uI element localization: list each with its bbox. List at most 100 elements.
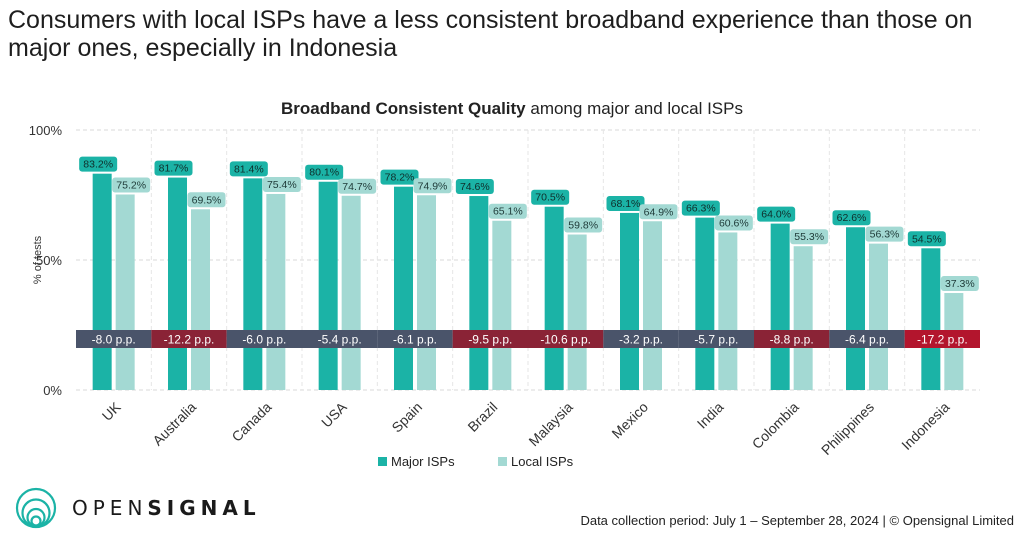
difference-cell [76,330,152,348]
data-label-major: 80.1% [309,167,339,179]
bar-major-isps [469,196,489,390]
bar-local-isps [266,193,286,390]
difference-cell [302,330,378,348]
bar-local-isps [567,234,587,390]
data-label-major-bg [832,210,871,226]
data-label-local-bg [338,178,377,194]
difference-label: -12.2 p.p. [164,333,215,347]
data-label-local-bg [112,177,151,193]
data-label-major-bg [154,160,193,176]
logo-word-bold: SIGNAL [147,496,261,520]
headline: Consumers with local ISPs have a less co… [8,6,973,62]
y-axis-label: % of tests [32,235,44,284]
bar-local-isps [793,246,813,390]
opensignal-rings-icon [15,487,57,529]
data-label-local: 74.9% [418,180,448,192]
y-tick-label: 50% [36,253,62,268]
bar-local-isps [115,194,135,390]
x-tick-label: Malaysia [525,399,576,450]
x-tick-label: Spain [388,399,425,436]
legend-swatch-major [378,457,387,466]
data-label-major-bg [681,200,720,216]
difference-cell [904,330,980,348]
data-label-local-bg [940,276,979,292]
difference-cell [754,330,830,348]
data-label-local-bg [714,215,753,231]
bar-major-isps [770,223,790,390]
bar-local-isps [492,220,512,390]
data-label-major-bg [531,189,570,205]
data-label-major-bg [380,169,419,185]
data-label-local: 69.5% [192,194,222,206]
data-label-major-bg [455,179,494,195]
data-label-major-bg [305,164,344,180]
bar-local-isps [718,232,738,390]
chart-title-bold: Broadband Consistent Quality [281,99,526,118]
x-tick-label: Philippines [818,399,877,458]
x-tick-label: Mexico [608,399,651,442]
logo-word-light: OPEN [72,496,148,520]
data-label-major: 83.2% [83,159,113,171]
difference-cell [452,330,528,348]
data-label-major-bg [757,206,796,222]
data-label-major: 54.5% [912,233,942,245]
difference-cell [151,330,227,348]
bar-major-isps [921,248,941,390]
x-tick-label: Indonesia [898,399,952,453]
data-label-major-bg [907,231,946,247]
bar-major-isps [695,217,715,390]
data-label-local-bg [488,203,527,219]
footer-note: Data collection period: July 1 – Septemb… [580,513,1014,528]
y-tick-label: 0% [43,383,62,398]
bar-local-isps [417,195,436,390]
data-label-local-bg [790,229,829,245]
bar-local-isps [643,221,662,390]
data-label-local-bg [564,217,603,233]
bar-major-isps [168,177,187,390]
data-label-major: 62.6% [837,212,867,224]
difference-cell [528,330,604,348]
data-label-major: 74.6% [460,181,490,193]
difference-label: -6.4 p.p. [845,333,889,347]
data-label-local: 75.4% [267,179,297,191]
logo-wordmark: OPENSIGNAL [72,496,261,520]
data-label-local: 37.3% [945,278,975,290]
data-label-major: 81.4% [234,163,264,175]
data-label-local: 56.3% [870,229,900,241]
x-tick-label: UK [99,398,125,424]
data-label-major-bg [229,161,268,177]
difference-label: -3.2 p.p. [619,333,663,347]
bar-major-isps [620,212,639,390]
data-label-major-bg [79,156,118,172]
difference-label: -5.7 p.p. [694,333,738,347]
legend-label-major: Major ISPs [391,454,455,469]
data-label-major: 78.2% [385,172,415,184]
difference-label: -9.5 p.p. [468,333,512,347]
data-label-local: 75.2% [116,179,146,191]
data-label-local-bg [865,226,904,242]
data-label-major: 70.5% [535,192,565,204]
data-label-local: 74.7% [342,181,372,193]
data-label-local: 59.8% [568,220,598,232]
data-label-local: 65.1% [493,206,523,218]
difference-label: -10.6 p.p. [540,333,591,347]
x-tick-label: Australia [149,399,199,449]
chart-title: Broadband Consistent Quality among major… [0,99,1024,119]
difference-label: -6.1 p.p. [393,333,437,347]
difference-cell [226,330,302,348]
data-label-major: 68.1% [611,198,641,210]
difference-label: -5.4 p.p. [318,333,362,347]
legend-label-local: Local ISPs [511,454,574,469]
difference-cell [829,330,905,348]
bar-major-isps [394,186,413,390]
difference-label: -17.2 p.p. [917,333,968,347]
bar-major-isps [243,178,263,390]
data-label-local-bg [639,204,678,220]
bar-local-isps [869,243,888,390]
data-label-local: 60.6% [719,217,749,229]
data-label-major: 66.3% [686,203,716,215]
data-label-local-bg [413,178,452,194]
data-label-local: 55.3% [794,231,824,243]
difference-label: -6.0 p.p. [242,333,286,347]
